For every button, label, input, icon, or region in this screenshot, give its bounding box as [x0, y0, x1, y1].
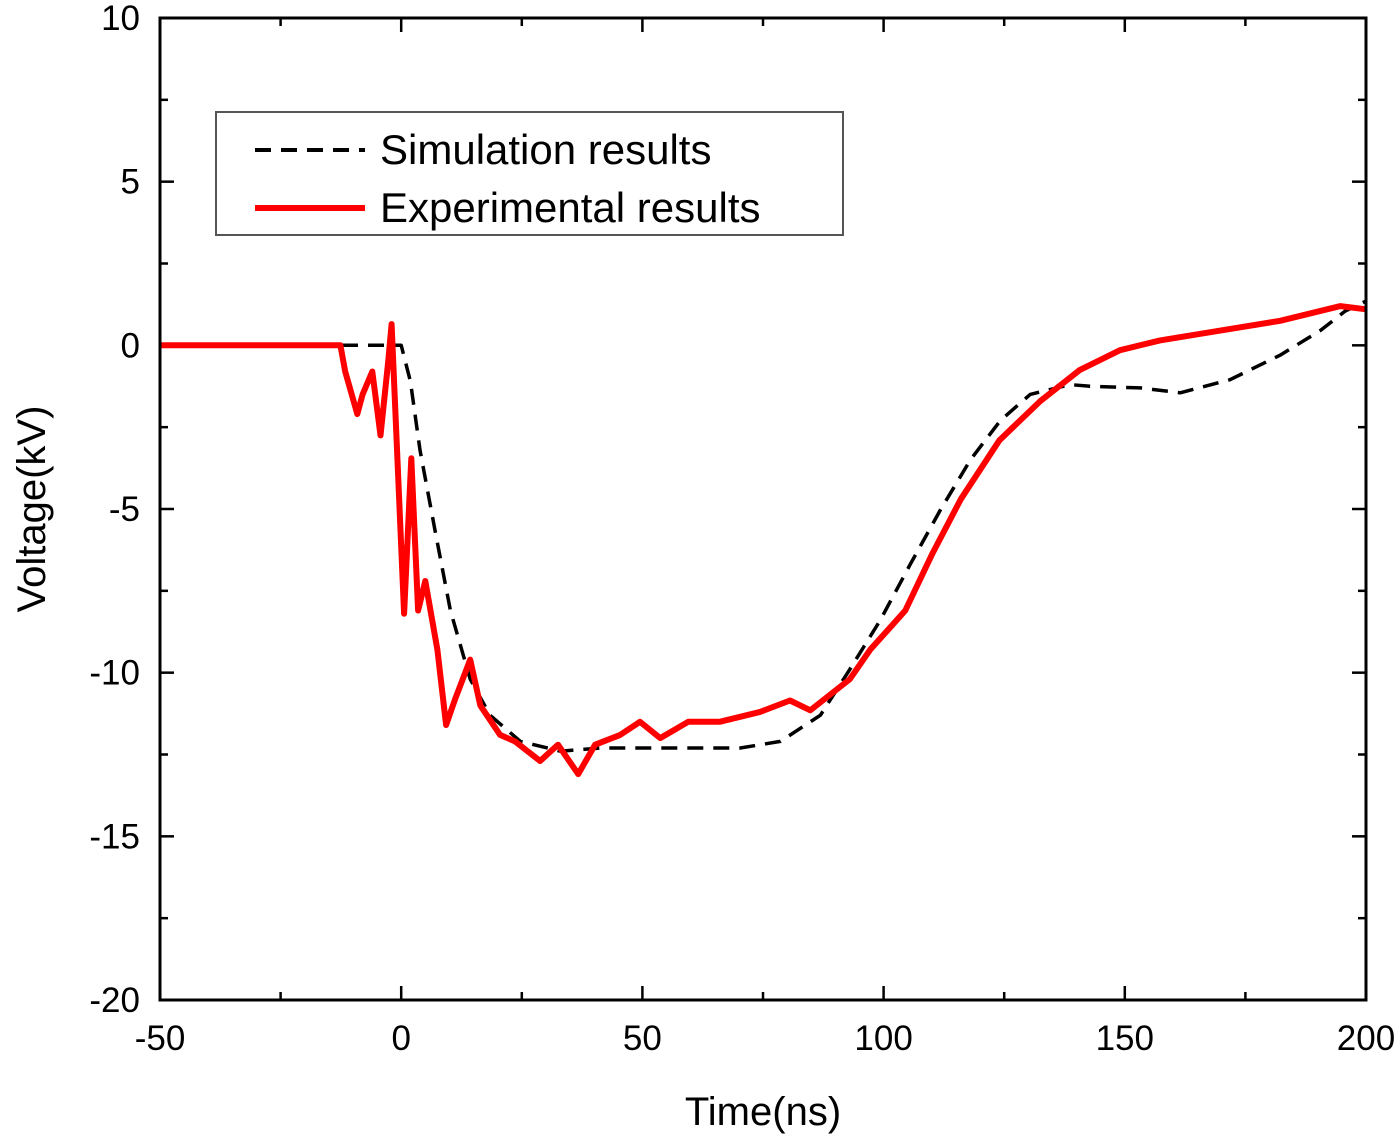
x-tick-label: 100 — [854, 1019, 912, 1058]
legend-box — [215, 111, 844, 236]
y-axis-title: Voltage(kV) — [10, 406, 54, 613]
y-tick-label: 0 — [121, 326, 140, 365]
x-tick-label: 50 — [623, 1019, 662, 1058]
x-tick-labels: -50 0 50 100 150 200 — [135, 1019, 1396, 1058]
x-tick-label: 200 — [1337, 1019, 1395, 1058]
legend-label-experimental: Experimental results — [380, 184, 760, 231]
y-tick-label: -5 — [109, 490, 140, 529]
legend-label-simulation: Simulation results — [380, 126, 711, 173]
x-tick-label: 0 — [391, 1019, 410, 1058]
y-tick-label: 5 — [121, 163, 140, 202]
x-tick-label: -50 — [135, 1019, 186, 1058]
y-tick-labels: -20 -15 -10 -5 0 5 10 — [89, 0, 140, 1020]
series-layer — [160, 299, 1367, 778]
simulation-series-line — [160, 299, 1367, 753]
legend: Simulation results Experimental results — [215, 111, 844, 236]
x-tick-label: 150 — [1096, 1019, 1154, 1058]
x-axis-title: Time(ns) — [685, 1090, 841, 1134]
y-tick-label: 10 — [101, 0, 140, 38]
plot-frame — [158, 16, 1368, 1002]
experimental-series-line — [160, 303, 1367, 778]
y-tick-label: -10 — [89, 654, 140, 693]
y-tick-label: -15 — [89, 817, 140, 856]
y-tick-label: -20 — [89, 981, 140, 1020]
